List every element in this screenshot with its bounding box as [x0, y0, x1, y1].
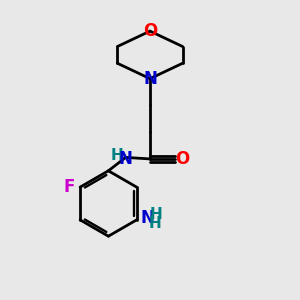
- Text: O: O: [143, 22, 157, 40]
- Text: F: F: [64, 178, 75, 196]
- Text: O: O: [175, 150, 189, 168]
- Text: H: H: [111, 148, 124, 163]
- Text: H: H: [150, 207, 162, 222]
- Text: N: N: [140, 209, 154, 227]
- Text: N: N: [143, 70, 157, 88]
- Text: H: H: [149, 216, 162, 231]
- Text: N: N: [119, 150, 133, 168]
